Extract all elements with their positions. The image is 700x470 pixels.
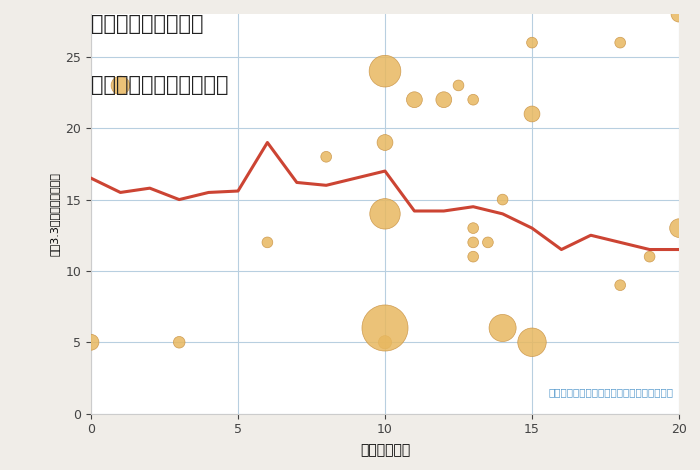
Point: [644, 253, 655, 260]
Point: [379, 338, 391, 346]
Point: [85, 338, 97, 346]
Point: [526, 110, 538, 118]
Point: [497, 196, 508, 204]
Y-axis label: 坪（3.3㎡）単価（万円）: 坪（3.3㎡）単価（万円）: [50, 172, 60, 256]
Point: [409, 96, 420, 103]
Point: [468, 224, 479, 232]
Point: [453, 82, 464, 89]
Point: [468, 96, 479, 103]
Point: [482, 239, 493, 246]
Point: [673, 10, 685, 18]
Point: [526, 39, 538, 47]
Point: [115, 82, 126, 89]
Point: [262, 239, 273, 246]
Point: [379, 324, 391, 332]
Point: [174, 338, 185, 346]
Text: 岐阜県下呂市焼石の: 岐阜県下呂市焼石の: [91, 14, 204, 34]
Point: [379, 67, 391, 75]
Point: [497, 324, 508, 332]
Point: [673, 224, 685, 232]
Point: [379, 139, 391, 146]
Point: [526, 338, 538, 346]
Point: [468, 239, 479, 246]
Text: 駅距離別中古戸建て価格: 駅距離別中古戸建て価格: [91, 75, 228, 95]
Point: [468, 253, 479, 260]
X-axis label: 駅距離（分）: 駅距離（分）: [360, 443, 410, 457]
Point: [321, 153, 332, 161]
Text: 円の大きさは、取引のあった物件面積を示す: 円の大きさは、取引のあった物件面積を示す: [548, 388, 673, 398]
Point: [615, 282, 626, 289]
Point: [438, 96, 449, 103]
Point: [615, 39, 626, 47]
Point: [379, 210, 391, 218]
